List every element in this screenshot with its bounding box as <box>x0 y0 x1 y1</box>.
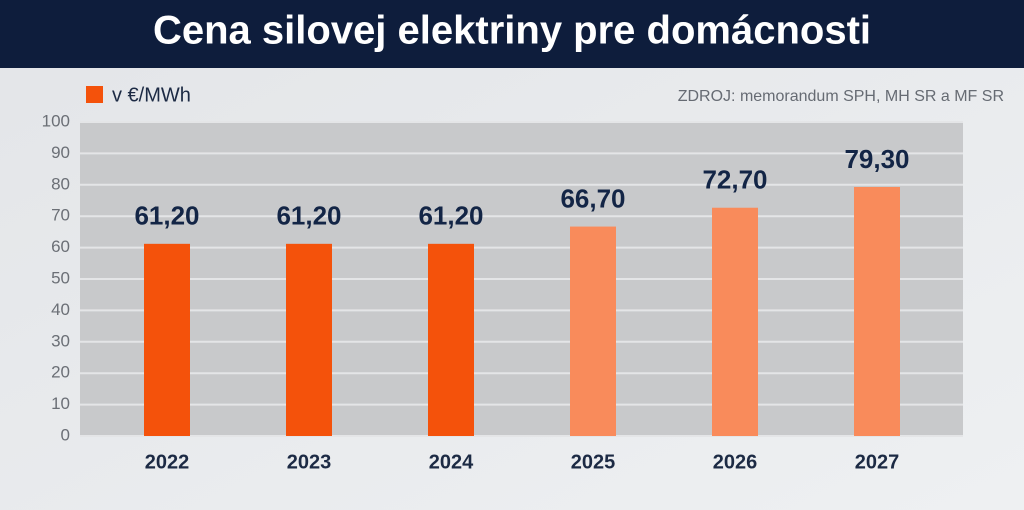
y-tick-label: 60 <box>51 237 70 256</box>
y-tick-label: 90 <box>51 143 70 162</box>
y-tick-label: 20 <box>51 363 70 382</box>
bar <box>286 243 332 436</box>
bar <box>428 243 474 436</box>
value-label: 61,20 <box>276 201 341 231</box>
x-tick-label: 2024 <box>429 451 474 473</box>
source-note: ZDROJ: memorandum SPH, MH SR a MF SR <box>678 88 1004 105</box>
x-tick-label: 2025 <box>571 451 616 473</box>
y-tick-label: 30 <box>51 331 70 350</box>
value-label: 66,70 <box>560 183 625 213</box>
bar <box>854 186 900 436</box>
legend-label: v €/MWh <box>112 84 191 106</box>
chart-title: Cena silovej elektriny pre domácnosti <box>153 9 871 53</box>
value-label: 79,30 <box>844 144 909 174</box>
x-tick-label: 2026 <box>713 451 758 473</box>
value-label: 61,20 <box>418 201 483 231</box>
legend-swatch <box>86 86 103 103</box>
bar <box>144 243 190 436</box>
x-tick-label: 2027 <box>855 451 900 473</box>
bar <box>570 226 616 436</box>
x-tick-label: 2022 <box>145 451 190 473</box>
y-tick-label: 70 <box>51 206 70 225</box>
y-tick-label: 80 <box>51 174 70 193</box>
y-tick-label: 0 <box>61 425 70 444</box>
title-banner <box>0 0 1024 68</box>
bar <box>712 207 758 436</box>
y-tick-label: 10 <box>51 394 70 413</box>
y-tick-label: 100 <box>42 111 70 130</box>
x-tick-label: 2023 <box>287 451 332 473</box>
y-tick-label: 50 <box>51 268 70 287</box>
value-label: 61,20 <box>134 201 199 231</box>
y-tick-label: 40 <box>51 300 70 319</box>
value-label: 72,70 <box>702 165 767 195</box>
